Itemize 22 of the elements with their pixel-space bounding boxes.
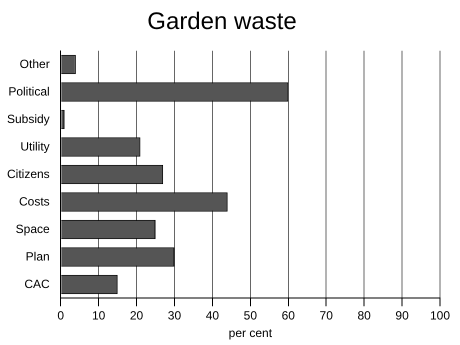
x-tick-label: 20 bbox=[130, 308, 144, 323]
x-tick-label: 90 bbox=[395, 308, 410, 323]
y-tick-label: Other bbox=[20, 56, 50, 71]
y-tick-label: Political bbox=[8, 84, 50, 98]
y-tick-label: Utility bbox=[20, 139, 50, 154]
x-tick-label: 10 bbox=[92, 308, 106, 323]
x-tick-label: 30 bbox=[168, 308, 182, 323]
chart-title: Garden waste bbox=[147, 8, 297, 36]
x-tick-label: 40 bbox=[206, 308, 220, 323]
x-tick-label: 60 bbox=[282, 308, 296, 323]
x-tick-label: 50 bbox=[244, 308, 258, 323]
y-tick-label: CAC bbox=[24, 276, 50, 291]
y-tick-label: Citizens bbox=[7, 166, 50, 181]
x-tick-label: 70 bbox=[320, 308, 334, 323]
x-tick-label: 80 bbox=[357, 308, 372, 323]
x-tick-label: 100 bbox=[430, 308, 450, 323]
x-tick-label: 0 bbox=[57, 308, 64, 323]
y-tick-label: Plan bbox=[26, 249, 50, 264]
y-tick-label: Subsidy bbox=[6, 112, 50, 126]
x-axis-title: per cent bbox=[228, 326, 273, 340]
y-tick-label: Space bbox=[16, 222, 50, 236]
y-tick-label: Costs bbox=[19, 194, 50, 208]
